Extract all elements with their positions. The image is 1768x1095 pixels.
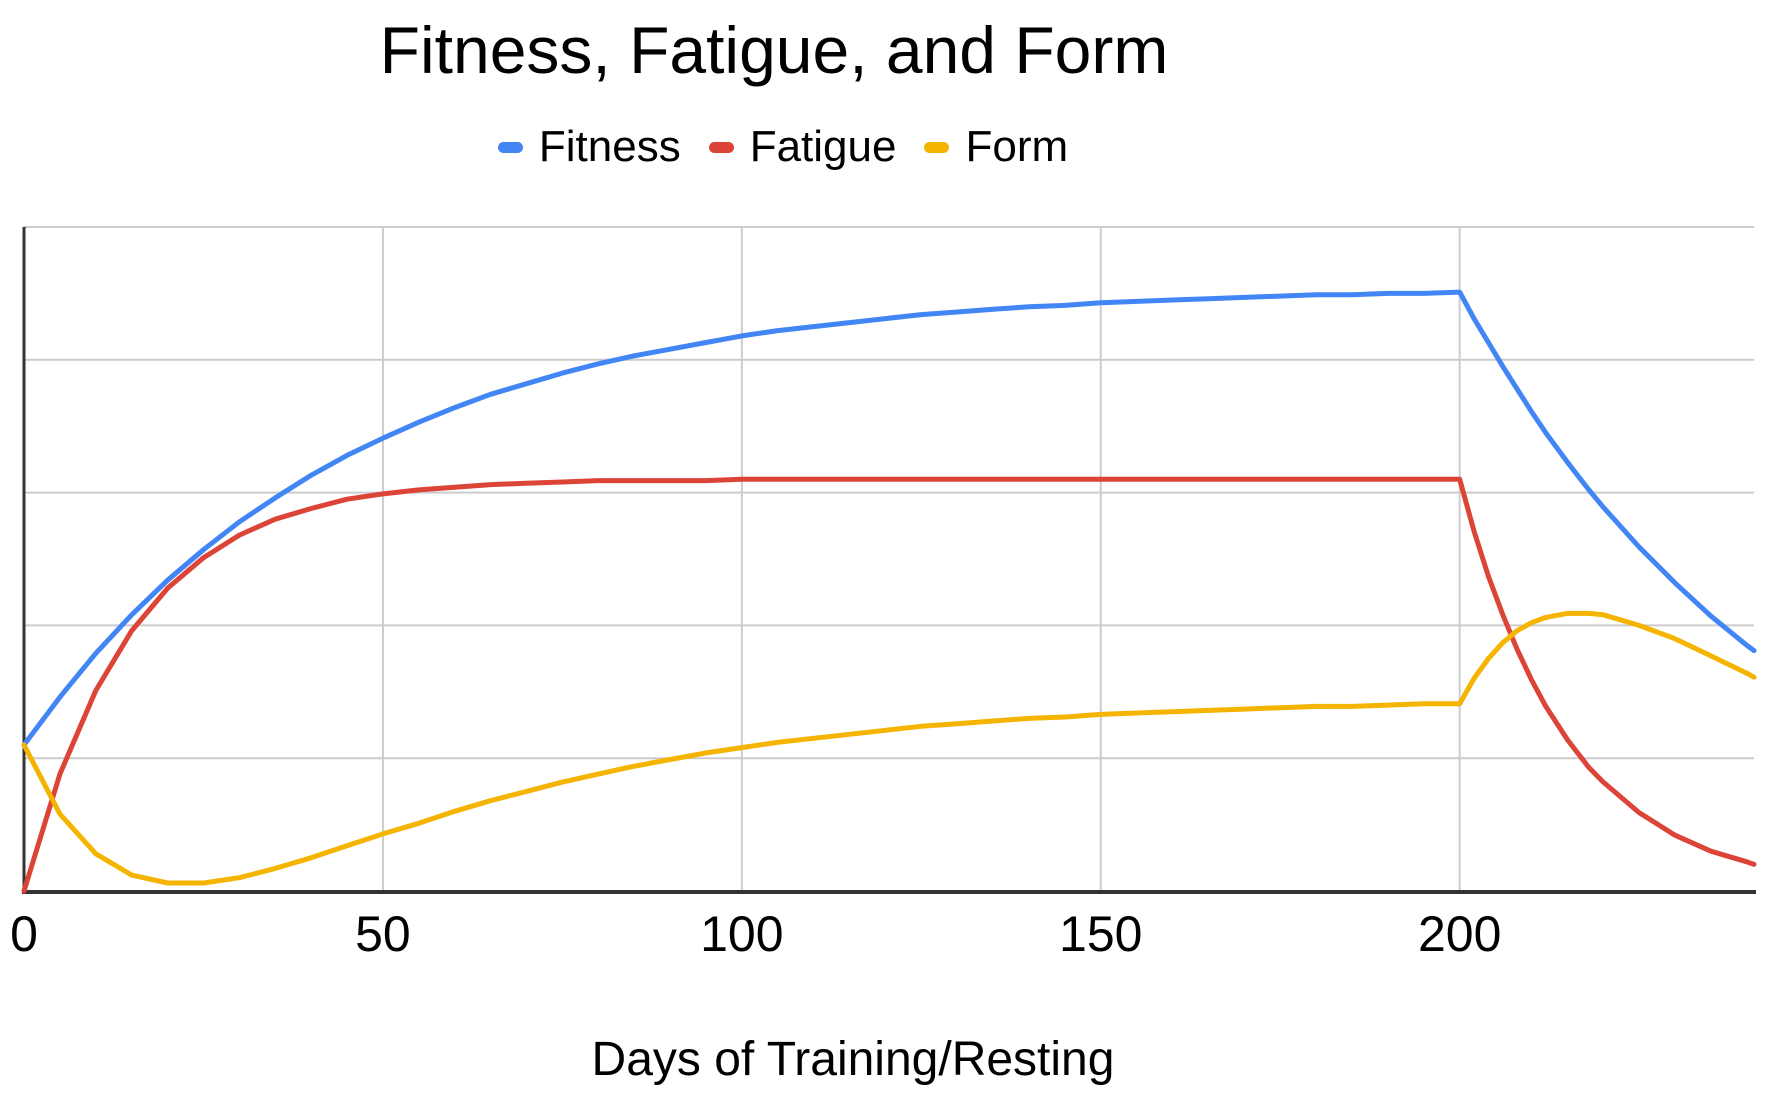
series-line-form bbox=[21, 610, 1757, 886]
legend-label: Form bbox=[965, 122, 1069, 171]
legend-label: Fatigue bbox=[749, 122, 897, 171]
legend-item-fitness[interactable]: Fitness bbox=[497, 122, 681, 172]
chart-legend: Fitness Fatigue Form bbox=[0, 118, 1566, 176]
legend-swatch-form bbox=[924, 141, 950, 153]
legend-swatch-fitness bbox=[497, 141, 523, 153]
legend-swatch-fatigue bbox=[708, 141, 734, 153]
series-line-fitness bbox=[21, 289, 1757, 748]
x-axis-title: Days of Training/Resting bbox=[591, 1033, 1115, 1086]
legend-label: Fitness bbox=[538, 122, 681, 171]
legend-item-form[interactable]: Form bbox=[924, 122, 1068, 172]
legend-item-fatigue[interactable]: Fatigue bbox=[708, 122, 897, 172]
series-line-fatigue bbox=[21, 476, 1757, 894]
chart-title: Fitness, Fatigue, and Form bbox=[379, 13, 1169, 87]
